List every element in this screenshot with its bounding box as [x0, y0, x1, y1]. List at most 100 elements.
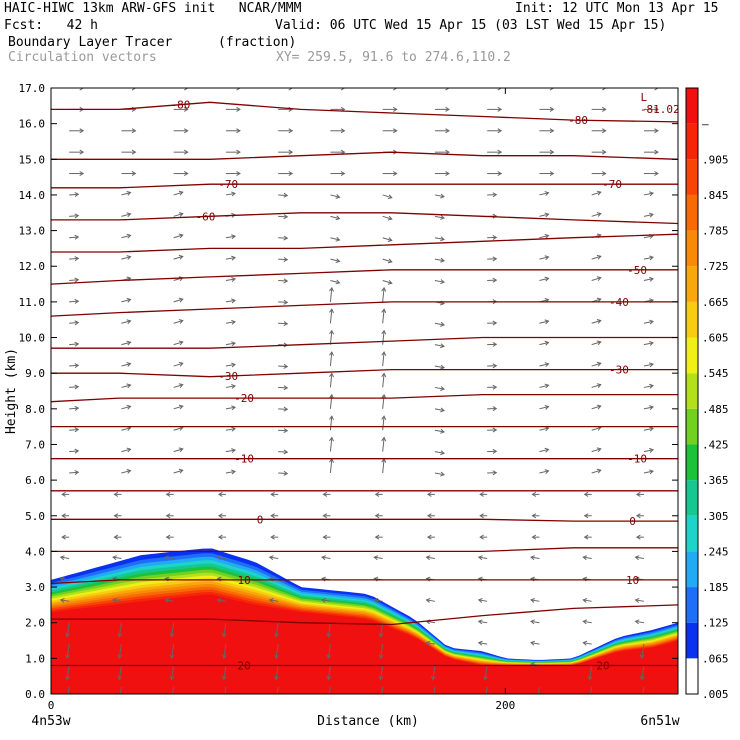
- vector-arrow: [381, 458, 387, 474]
- vector-arrow: [374, 491, 383, 497]
- vector-shaft: [225, 428, 236, 431]
- vector-head: [544, 340, 550, 346]
- vector-head: [426, 534, 432, 540]
- vector-shaft: [278, 386, 288, 389]
- vector-head: [126, 426, 132, 432]
- vector-shaft: [382, 330, 385, 345]
- vector-head: [531, 513, 537, 519]
- vector-shaft: [171, 622, 175, 637]
- colorbar-label: .845: [702, 189, 729, 202]
- vector-arrow: [643, 191, 654, 197]
- vector-arrow: [225, 191, 236, 197]
- vector-arrow: [382, 106, 398, 112]
- vector-head: [268, 576, 274, 582]
- vector-head: [387, 237, 393, 242]
- vector-head: [387, 258, 393, 264]
- vector-arrow: [591, 361, 602, 367]
- y-tick-label: 8.0: [25, 403, 45, 416]
- vector-head: [329, 286, 334, 292]
- vector-arrow: [329, 286, 334, 302]
- y-tick-label: 15.0: [19, 153, 46, 166]
- vector-shaft: [121, 470, 131, 474]
- vector-arrow: [487, 448, 498, 454]
- vector-shaft: [530, 620, 540, 624]
- vector-arrow: [434, 171, 450, 177]
- vector-head: [335, 194, 341, 199]
- vector-head: [649, 426, 654, 432]
- vector-shaft: [278, 429, 288, 432]
- vector-shaft: [643, 299, 654, 303]
- vector-shaft: [69, 279, 79, 281]
- vector-arrow: [582, 576, 592, 582]
- vector-shaft: [225, 449, 236, 453]
- y-tick-label: 7.0: [25, 438, 45, 451]
- vector-head: [649, 191, 654, 197]
- vector-head: [440, 428, 445, 434]
- vector-arrow: [582, 640, 592, 646]
- vector-head: [445, 106, 450, 112]
- vector-shaft: [485, 686, 488, 694]
- vector-head: [283, 406, 289, 412]
- vector-arrow: [69, 448, 80, 454]
- vector-arrow: [582, 555, 592, 561]
- vector-arrow: [164, 597, 174, 603]
- vector-shaft: [539, 235, 549, 239]
- vector-arrow: [381, 286, 387, 302]
- vector-name: Circulation vectors: [8, 50, 157, 65]
- vector-head: [270, 513, 275, 519]
- vector-arrow: [278, 278, 289, 284]
- vector-arrow: [113, 513, 122, 519]
- vector-arrow: [434, 88, 450, 91]
- vector-shaft: [173, 469, 183, 474]
- vector-head: [381, 286, 387, 292]
- vector-arrow: [121, 171, 137, 177]
- vector-arrow: [643, 149, 659, 155]
- vector-head: [392, 149, 398, 155]
- vector-head: [497, 128, 503, 134]
- contour-label: 10: [237, 574, 250, 587]
- vector-head: [126, 212, 132, 218]
- vector-shaft: [643, 235, 654, 239]
- vector-head: [583, 513, 589, 519]
- colorbar-swatch: [686, 194, 698, 231]
- vector-shaft: [426, 620, 436, 624]
- vector-shaft: [530, 599, 540, 602]
- tracer-band-11: [51, 581, 678, 694]
- vector-head: [221, 675, 227, 681]
- vector-shaft: [225, 342, 236, 346]
- vector-shaft: [591, 448, 601, 453]
- vector-shaft: [121, 192, 131, 196]
- vector-shaft: [434, 215, 445, 219]
- vector-head: [283, 235, 289, 241]
- contour-label-bg: [599, 178, 625, 190]
- vector-head: [440, 279, 445, 285]
- vector-head: [582, 555, 588, 561]
- vector-shaft: [329, 309, 333, 324]
- vector-shaft: [382, 394, 385, 409]
- vector-arrow: [426, 534, 435, 540]
- vector-head: [596, 319, 602, 324]
- vector-shaft: [539, 406, 549, 410]
- vector-head: [479, 534, 484, 540]
- contour-label-bg: [606, 364, 632, 376]
- vector-head: [582, 576, 588, 582]
- vector-shaft: [478, 578, 488, 581]
- vector-shaft: [382, 373, 385, 388]
- vector-head: [530, 619, 535, 625]
- vector-shaft: [66, 644, 70, 659]
- vector-head: [126, 319, 132, 325]
- vector-arrow: [643, 171, 659, 177]
- vector-head: [596, 447, 602, 453]
- vector-shaft: [591, 234, 601, 239]
- vector-arrow: [531, 534, 540, 540]
- vector-shaft: [275, 622, 279, 637]
- vector-head: [65, 675, 71, 681]
- colorbar-swatch: [686, 408, 698, 445]
- vector-shaft: [173, 448, 183, 453]
- vector-head: [65, 632, 71, 638]
- contour-label-bg: [231, 659, 257, 671]
- vector-head: [544, 255, 550, 261]
- vector-arrow: [330, 279, 341, 285]
- vector-shaft: [118, 644, 122, 659]
